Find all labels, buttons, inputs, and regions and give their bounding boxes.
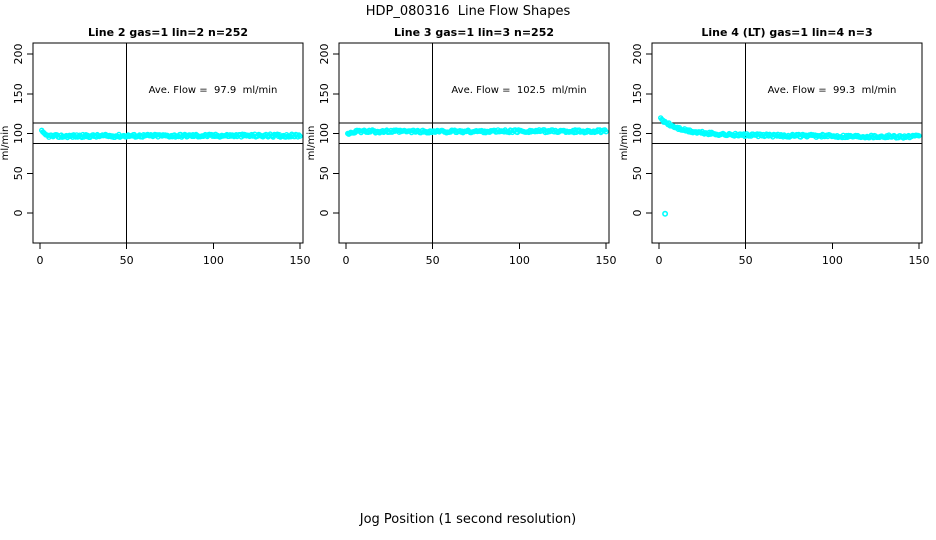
x-tick-label: 100 bbox=[203, 254, 224, 267]
plot-box bbox=[651, 42, 923, 244]
outlier-point bbox=[662, 210, 669, 217]
y-tick-label: 200 bbox=[12, 44, 25, 65]
x-tick-label: 150 bbox=[908, 254, 929, 267]
y-tick-label: 200 bbox=[631, 44, 644, 65]
y-tick-label: 150 bbox=[631, 83, 644, 104]
panel-2-title: Line 3 gas=1 lin=3 n=252 bbox=[393, 26, 555, 39]
x-tick-label: 150 bbox=[289, 254, 310, 267]
x-tick-label: 0 bbox=[656, 254, 663, 267]
plot-box bbox=[338, 42, 610, 244]
x-tick-label: 100 bbox=[822, 254, 843, 267]
scatter-points bbox=[658, 115, 922, 217]
x-tick-label: 150 bbox=[595, 254, 616, 267]
scatter-points bbox=[39, 127, 303, 141]
plot-box bbox=[32, 42, 304, 244]
x-tick-label: 100 bbox=[509, 254, 530, 267]
panel-3-title: Line 4 (LT) gas=1 lin=4 n=3 bbox=[701, 26, 873, 39]
y-axis-title: ml/min bbox=[306, 126, 317, 161]
x-tick-label: 50 bbox=[120, 254, 134, 267]
data-point bbox=[754, 131, 760, 137]
y-tick-label: 0 bbox=[318, 210, 331, 217]
data-point bbox=[916, 133, 922, 139]
panel-1-ave-flow-annotation: Ave. Flow = 97.9 ml/min bbox=[148, 85, 278, 96]
y-tick-label: 150 bbox=[12, 83, 25, 104]
y-tick-label: 50 bbox=[318, 166, 331, 180]
chart-title: HDP_080316 Line Flow Shapes bbox=[365, 4, 571, 19]
panel-3-ave-flow-annotation: Ave. Flow = 99.3 ml/min bbox=[767, 85, 897, 96]
data-point bbox=[603, 128, 609, 135]
y-tick-label: 50 bbox=[12, 166, 25, 180]
panel-3: 0 50 100 150 0 50 100 150 200 ml/min bbox=[619, 42, 929, 267]
y-tick-label: 200 bbox=[318, 44, 331, 65]
y-tick-label: 0 bbox=[12, 210, 25, 217]
panel-2: 0 50 100 150 0 50 100 150 200 ml/min bbox=[306, 42, 616, 267]
panel-1-title: Line 2 gas=1 lin=2 n=252 bbox=[87, 26, 249, 39]
x-tick-label: 0 bbox=[343, 254, 350, 267]
x-tick-label: 50 bbox=[426, 254, 440, 267]
panel-2-ave-flow-annotation: Ave. Flow = 102.5 ml/min bbox=[451, 85, 587, 96]
y-tick-label: 100 bbox=[318, 123, 331, 144]
data-point bbox=[297, 133, 303, 139]
x-tick-label: 0 bbox=[37, 254, 44, 267]
y-tick-label: 50 bbox=[631, 166, 644, 180]
x-axis-title: Jog Position (1 second resolution) bbox=[359, 512, 577, 527]
y-axis-title: ml/min bbox=[0, 126, 11, 161]
panel-1: 0 50 100 150 0 50 100 150 200 ml/min bbox=[0, 42, 310, 267]
y-tick-label: 100 bbox=[631, 123, 644, 144]
scatter-points bbox=[345, 127, 609, 137]
x-tick-label: 50 bbox=[739, 254, 753, 267]
y-tick-label: 100 bbox=[12, 123, 25, 144]
y-tick-label: 150 bbox=[318, 83, 331, 104]
y-axis-title: ml/min bbox=[619, 126, 630, 161]
y-tick-label: 0 bbox=[631, 210, 644, 217]
